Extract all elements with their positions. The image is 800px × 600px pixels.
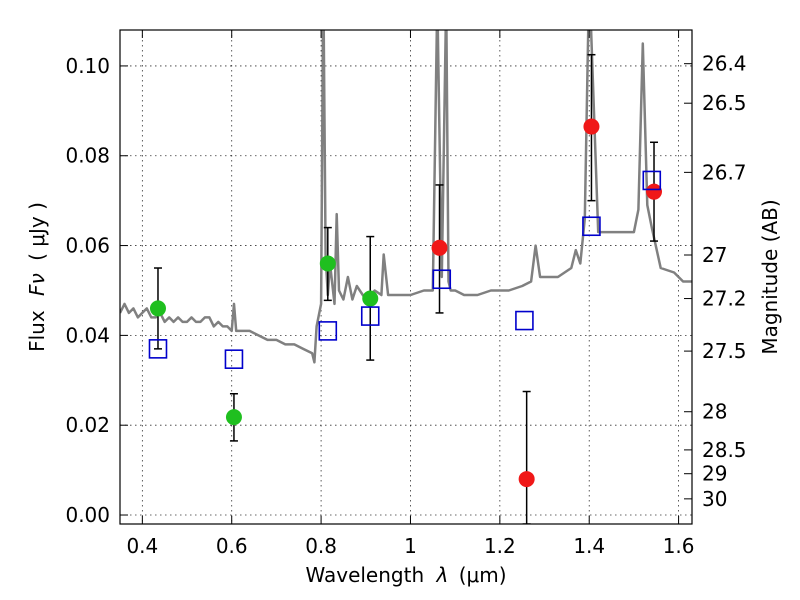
green-points-marker [225,409,242,426]
y2-tick-label: 28 [702,400,727,424]
y2-tick-label: 30 [702,487,727,511]
green-points-marker [362,290,379,307]
y-tick-label: 0.02 [65,413,110,437]
x-axis-title-prefix: Wavelength [305,563,424,587]
red-points-marker [583,118,600,135]
y-tick-label: 0.06 [65,234,110,258]
x-tick-label: 1.6 [663,534,695,558]
red-points-marker [431,239,448,256]
y2-tick-label: 26.4 [702,52,747,76]
y-axis-title-prefix: Flux [25,310,49,352]
grid [120,30,692,524]
y-axis-left: 0.00 0.02 0.04 0.06 0.08 0.10 [65,54,128,527]
x-tick-label: 1.4 [573,534,605,558]
model-photometry-box [432,269,452,290]
model-photometry-box [642,170,662,191]
model-photometry-box [224,349,244,369]
y-tick-label: 0.04 [65,323,110,347]
y-tick-label: 0.08 [65,144,110,168]
red-points-marker [646,183,663,200]
plot-background [120,30,692,524]
points-layer [148,53,663,524]
y2-axis-title: Magnitude (AB) [758,199,782,354]
x-axis-title: Wavelength λ (μm) [305,563,506,587]
y-axis-title-symbol: Fν [25,273,49,296]
model-layer [120,30,692,364]
y-tick-label: 0.10 [65,54,110,78]
y2-tick-label: 26.5 [702,91,747,115]
x-tick-label: 0.6 [216,534,248,558]
y2-tick-label: 28.5 [702,438,747,462]
y2-tick-label: 27.2 [702,287,747,311]
green-points-marker [149,300,166,317]
model-spectrum-line [120,30,692,364]
y2-tick-label: 26.7 [702,160,747,184]
y-axis-title: Flux Fν ( μJy ) [25,202,49,352]
y2-tick-label: 27.5 [702,339,747,363]
x-tick-label: 1 [404,534,417,558]
x-tick-label: 0.4 [126,534,158,558]
plot-frame [119,29,693,525]
green-points-marker [319,255,336,272]
x-axis-title-unit: (μm) [459,563,507,587]
x-tick-label: 1.2 [484,534,516,558]
y2-tick-label: 29 [702,462,727,486]
x-tick-label: 0.8 [305,534,337,558]
y-axis-title-unit: ( μJy ) [25,202,49,261]
model-photometry-box [360,306,380,326]
model-photometry-box [515,310,534,331]
model-photometry-box [318,321,338,341]
y-tick-label: 0.00 [65,503,110,527]
y2-tick-label: 27 [702,243,727,267]
x-axis-title-symbol: λ [436,563,449,587]
red-points-marker [518,471,535,488]
model-photometry-box [148,339,168,359]
x-axis: 0.4 0.6 0.8 1 1.2 1.4 1.6 [126,30,695,558]
model-photometry-box [582,216,601,237]
